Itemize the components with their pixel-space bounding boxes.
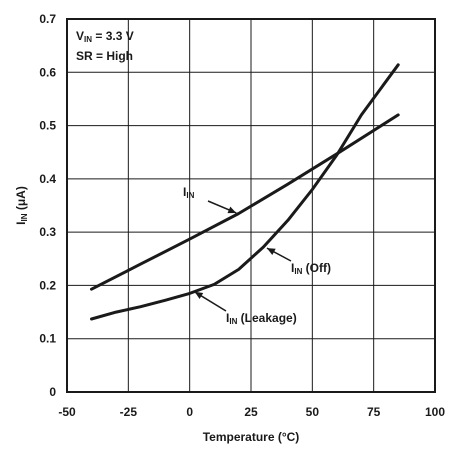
y-tick-label: 0.3 — [39, 225, 56, 239]
x-tick-label: 75 — [367, 405, 381, 419]
y-tick-label: 0.1 — [39, 332, 56, 346]
x-tick-label: 50 — [306, 405, 320, 419]
x-tick-labels: -50 -25 0 25 50 75 100 — [58, 405, 445, 419]
annotation-arrowhead — [194, 291, 204, 299]
y-tick-label: 0.5 — [39, 119, 56, 133]
series-annotation: IIN — [183, 185, 195, 200]
x-axis-label: Temperature (°C) — [203, 430, 300, 444]
annotation-arrowhead — [227, 206, 237, 214]
y-tick-label: 0.4 — [39, 172, 56, 186]
y-tick-label: 0 — [49, 385, 56, 399]
condition-label: SR = High — [76, 49, 133, 63]
y-tick-labels: 0 0.1 0.2 0.3 0.4 0.5 0.6 0.7 — [39, 12, 56, 399]
condition-label: VIN = 3.3 V — [76, 29, 134, 44]
x-tick-label: 0 — [186, 405, 193, 419]
annotations: IIN IIN (Off) IIN (Leakage) — [183, 185, 331, 326]
annotation-arrowhead — [266, 248, 276, 255]
series-annotation: IIN (Off) — [291, 261, 331, 276]
x-tick-label: 100 — [425, 405, 445, 419]
x-tick-label: -25 — [120, 405, 138, 419]
grid — [66, 18, 436, 393]
series-line-2 — [90, 63, 400, 321]
x-tick-label: -50 — [58, 405, 76, 419]
plot-frame — [66, 18, 436, 393]
conditions: VIN = 3.3 V SR = High — [76, 29, 134, 63]
y-tick-label: 0.2 — [39, 278, 56, 292]
y-tick-label: 0.7 — [39, 12, 56, 26]
x-tick-label: 25 — [244, 405, 258, 419]
y-axis-label: IIN (μA) — [14, 186, 29, 225]
series-layer — [90, 63, 400, 321]
y-tick-label: 0.6 — [39, 65, 56, 79]
series-annotation: IIN (Leakage) — [226, 311, 297, 326]
